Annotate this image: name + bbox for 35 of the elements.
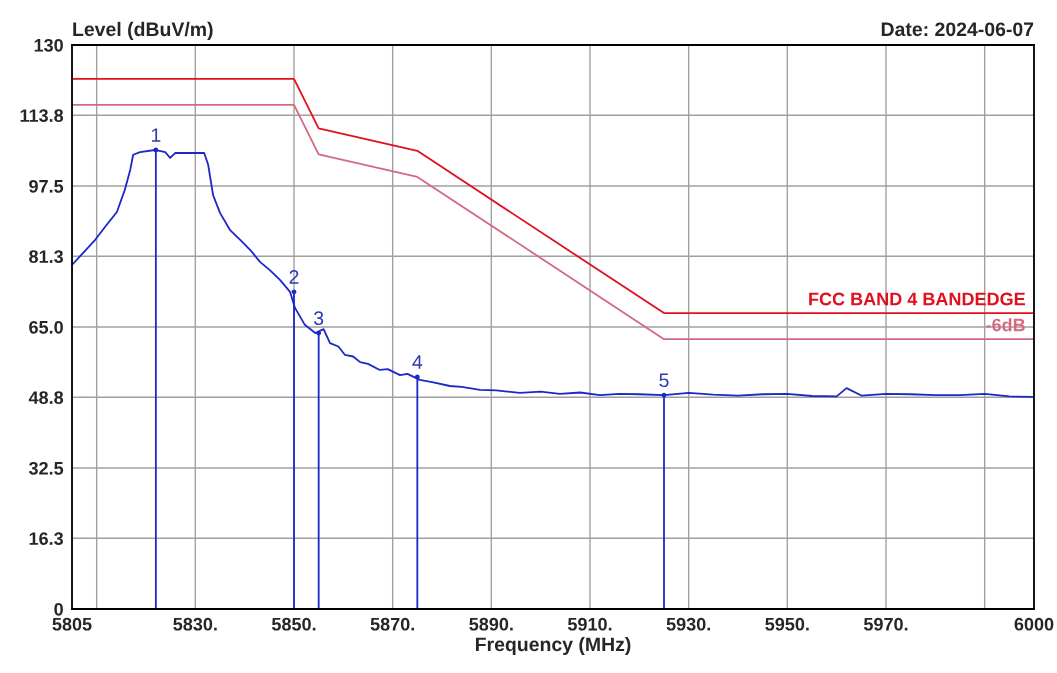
- y-axis-title: Level (dBuV/m): [73, 21, 213, 40]
- x-tick-label: 5830.: [173, 617, 217, 631]
- point: [316, 330, 322, 336]
- point: [414, 374, 420, 380]
- x-tick-label: 5890.: [469, 617, 513, 631]
- y-tick-label: 81.3: [29, 250, 64, 264]
- y-tick-label: 130: [34, 38, 63, 52]
- series-label: -6dB: [986, 318, 1025, 332]
- annotation: 1: [151, 128, 161, 142]
- point: [291, 289, 297, 295]
- text: Date: 2024-06-07: [881, 22, 1034, 37]
- x-axis-title: Frequency (MHz): [475, 636, 631, 656]
- annotation: 2: [289, 270, 299, 284]
- y-tick-label: 65.0: [29, 320, 63, 334]
- annotation: 3: [314, 311, 324, 326]
- x-tick-label: 5930.: [666, 617, 711, 631]
- y-tick-label: 32.5: [28, 461, 64, 475]
- x-tick-label: 6000: [1014, 617, 1054, 631]
- x-tick-label: 5910.: [567, 617, 612, 631]
- point: [153, 147, 159, 153]
- annotation: 5: [659, 373, 669, 388]
- line-series: [72, 103, 1034, 341]
- y-tick-label: 16.3: [29, 532, 64, 546]
- y-tick-label: 97.5: [29, 179, 64, 193]
- x-tick-label: 5805: [52, 617, 92, 631]
- x-tick-label: 5970.: [863, 617, 908, 631]
- point: [661, 392, 667, 398]
- series-label: FCC BAND 4 BANDEDGE: [809, 292, 1025, 306]
- annotation: 4: [412, 355, 423, 369]
- x-tick-label: 5850.: [271, 617, 316, 631]
- x-tick-label: 5950.: [765, 617, 809, 631]
- y-tick-label: 0: [54, 602, 63, 616]
- x-tick-label: 5870.: [370, 617, 415, 631]
- y-tick-label: 113.8: [20, 109, 64, 123]
- y-tick-label: 48.8: [28, 391, 64, 404]
